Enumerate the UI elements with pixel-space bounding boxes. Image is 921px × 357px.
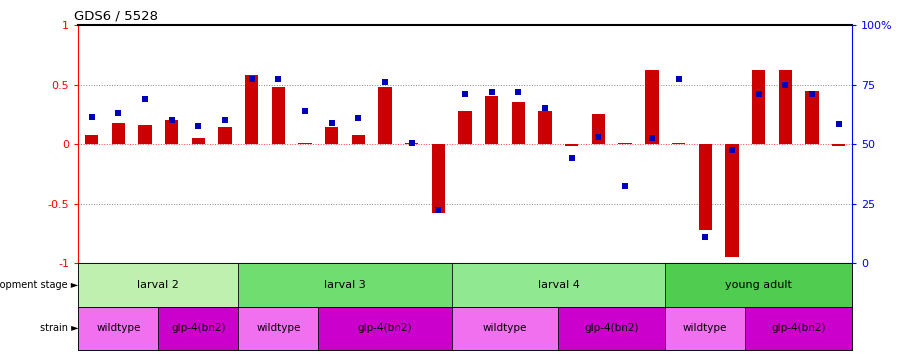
Bar: [405, 143, 418, 144]
Text: glp-4(bn2): glp-4(bn2): [771, 323, 826, 333]
Bar: [298, 143, 311, 144]
Point: [137, 96, 152, 102]
Text: wildtype: wildtype: [483, 323, 528, 333]
Bar: [352, 135, 365, 144]
Point: [351, 115, 366, 121]
Bar: [192, 138, 205, 144]
Point: [671, 76, 686, 81]
Point: [297, 108, 312, 114]
Bar: [432, 144, 445, 213]
Bar: [539, 111, 552, 144]
Text: wildtype: wildtype: [96, 323, 141, 333]
Point: [725, 147, 740, 153]
Point: [538, 106, 553, 111]
Point: [271, 76, 286, 81]
Bar: [698, 144, 712, 230]
Bar: [239, 263, 452, 307]
Bar: [745, 307, 852, 350]
Text: development stage ►: development stage ►: [0, 280, 78, 290]
Bar: [619, 143, 632, 144]
Point: [778, 82, 793, 87]
Bar: [218, 127, 232, 144]
Text: wildtype: wildtype: [256, 323, 300, 333]
Point: [324, 120, 339, 126]
Point: [591, 134, 606, 140]
Bar: [805, 91, 819, 144]
Bar: [325, 127, 338, 144]
Bar: [245, 75, 259, 144]
Bar: [78, 263, 239, 307]
Bar: [459, 111, 472, 144]
Bar: [665, 263, 852, 307]
Bar: [832, 144, 845, 146]
Point: [645, 135, 659, 141]
Point: [565, 156, 579, 161]
Text: GDS6 / 5528: GDS6 / 5528: [75, 9, 158, 22]
Point: [458, 91, 472, 97]
Text: larval 3: larval 3: [324, 280, 366, 290]
Bar: [512, 102, 525, 144]
Text: wildtype: wildtype: [683, 323, 728, 333]
Bar: [671, 143, 685, 144]
Bar: [452, 307, 558, 350]
Bar: [646, 70, 659, 144]
Bar: [78, 307, 158, 350]
Text: larval 4: larval 4: [538, 280, 579, 290]
Bar: [239, 307, 319, 350]
Bar: [665, 307, 745, 350]
Bar: [778, 70, 792, 144]
Text: strain ►: strain ►: [40, 323, 78, 333]
Point: [191, 124, 205, 129]
Point: [84, 114, 99, 120]
Bar: [485, 96, 498, 144]
Point: [618, 183, 633, 188]
Bar: [379, 87, 391, 144]
Bar: [592, 114, 605, 144]
Bar: [565, 144, 578, 146]
Text: glp-4(bn2): glp-4(bn2): [585, 323, 639, 333]
Point: [404, 140, 419, 146]
Point: [111, 110, 125, 116]
Bar: [165, 120, 179, 144]
Point: [244, 76, 259, 81]
Point: [832, 121, 846, 127]
Text: young adult: young adult: [725, 280, 792, 290]
Text: glp-4(bn2): glp-4(bn2): [358, 323, 413, 333]
Text: larval 2: larval 2: [137, 280, 180, 290]
Point: [217, 117, 232, 123]
Point: [752, 91, 766, 97]
Bar: [725, 144, 739, 257]
Bar: [85, 135, 99, 144]
Text: glp-4(bn2): glp-4(bn2): [171, 323, 226, 333]
Point: [805, 91, 820, 97]
Bar: [752, 70, 765, 144]
Bar: [452, 263, 665, 307]
Bar: [158, 307, 239, 350]
Bar: [319, 307, 452, 350]
Bar: [558, 307, 665, 350]
Point: [511, 89, 526, 95]
Bar: [272, 87, 285, 144]
Point: [431, 207, 446, 212]
Point: [484, 89, 499, 95]
Point: [378, 79, 392, 85]
Point: [698, 234, 713, 240]
Bar: [111, 123, 125, 144]
Bar: [138, 125, 152, 144]
Point: [164, 117, 179, 123]
